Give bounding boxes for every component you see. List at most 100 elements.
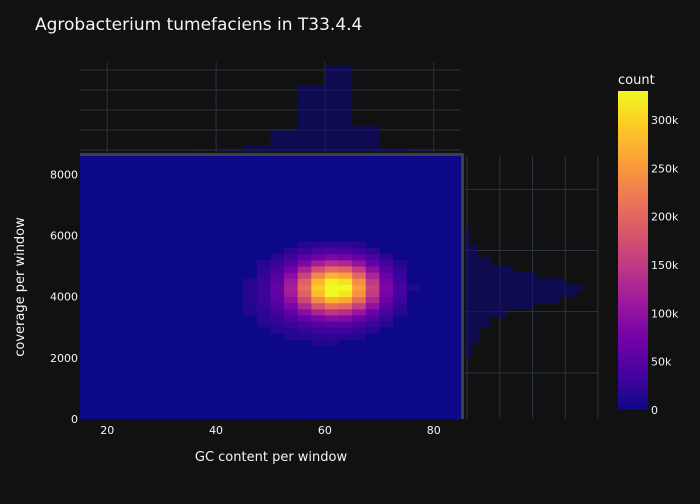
- y-tick-label: 6000: [50, 230, 78, 243]
- heatmap-cell: [256, 302, 271, 310]
- y-tick-label: 2000: [50, 352, 78, 365]
- heatmap-cell: [324, 302, 339, 310]
- x-tick-label: 60: [318, 424, 332, 437]
- heatmap-cell: [243, 302, 258, 310]
- heatmap-cell: [392, 266, 407, 273]
- top-marginal-histogram: [80, 62, 461, 152]
- heatmap-cell: [352, 290, 367, 298]
- heatmap-cell: [284, 296, 299, 304]
- heatmap-cell: [352, 333, 367, 340]
- heatmap-cell: [324, 272, 339, 279]
- heatmap-cell: [365, 266, 380, 273]
- heatmap-cell: [338, 321, 353, 328]
- heatmap-cell: [324, 241, 339, 249]
- heatmap-cell: [338, 296, 353, 304]
- heatmap-cell: [311, 278, 326, 285]
- heatmap-cell: [324, 339, 339, 347]
- top-hist-bar: [188, 151, 217, 152]
- heatmap-cell: [338, 272, 353, 279]
- heatmap-cell: [338, 302, 353, 310]
- heatmap-cell: [311, 284, 326, 291]
- heatmap-cell: [311, 272, 326, 279]
- heatmap-cell: [365, 321, 380, 328]
- x-tick-label: 40: [209, 424, 223, 437]
- colorbar-tick-label: 300k: [651, 114, 679, 127]
- right-hist-bar: [465, 284, 584, 291]
- heatmap-cell: [352, 327, 367, 334]
- heatmap-cell: [284, 290, 299, 298]
- y-tick-label: 8000: [50, 168, 78, 181]
- heatmap-cell: [243, 284, 258, 291]
- heatmap-cell: [297, 259, 312, 267]
- heatmap-cell: [297, 247, 312, 255]
- heatmap-cell: [270, 259, 285, 267]
- heatmap-cell: [338, 259, 353, 267]
- heatmap-cell: [365, 308, 380, 316]
- colorbar-tick-label: 100k: [651, 307, 679, 320]
- colorbar-tick-label: 250k: [651, 162, 679, 175]
- heatmap-cell: [338, 327, 353, 334]
- heatmap-cell: [297, 308, 312, 316]
- top-hist-bar: [324, 66, 353, 152]
- heatmap-cell: [392, 302, 407, 310]
- heatmap-cell: [284, 259, 299, 267]
- heatmap-cell: [338, 253, 353, 261]
- heatmap-cell: [297, 327, 312, 334]
- heatmap-cell: [352, 259, 367, 267]
- heatmap-cell: [324, 284, 339, 291]
- heatmap-cell: [324, 253, 339, 261]
- heatmap-cell: [392, 278, 407, 285]
- right-hist-bar: [465, 266, 513, 273]
- heatmap-cell: [256, 266, 271, 273]
- top-hist-bar: [406, 150, 434, 152]
- heatmap-cell: [284, 266, 299, 273]
- heatmap-cell: [311, 321, 326, 328]
- y-tick-label: 0: [71, 413, 78, 426]
- heatmap-cell: [379, 308, 394, 316]
- right-hist-bar: [465, 318, 489, 328]
- heatmap-cell: [284, 321, 299, 328]
- heatmap-cell: [311, 247, 326, 255]
- heatmap-cell: [270, 302, 285, 310]
- heatmap-cell: [311, 333, 326, 340]
- right-hist-bar: [465, 308, 507, 319]
- heatmap-cell: [379, 272, 394, 279]
- y-tick-label: 4000: [50, 291, 78, 304]
- heatmap-cell: [338, 241, 353, 249]
- heatmap-cell: [311, 302, 326, 310]
- right-hist-bar: [465, 229, 470, 245]
- heatmap-cell: [243, 308, 258, 316]
- heatmap-cell: [256, 272, 271, 279]
- heatmap-cell: [338, 290, 353, 298]
- heatmap-cell: [379, 302, 394, 310]
- heatmap-cell: [324, 296, 339, 304]
- heatmap-cell: [297, 315, 312, 322]
- heatmap-cell: [352, 315, 367, 322]
- heatmap-cell: [270, 278, 285, 285]
- heatmap-cell: [392, 296, 407, 304]
- heatmap-cell: [352, 272, 367, 279]
- heatmap-cell: [284, 302, 299, 310]
- heatmap-cell: [297, 296, 312, 304]
- heatmap-cell: [270, 315, 285, 322]
- top-hist-bar: [379, 148, 407, 152]
- heatmap-cell: [311, 241, 326, 249]
- chart-title: Agrobacterium tumefaciens in T33.4.4: [35, 15, 362, 35]
- heatmap-cell: [297, 266, 312, 273]
- heatmap-cell: [392, 290, 407, 298]
- heatmap-cell: [365, 315, 380, 322]
- heatmap-cell: [392, 259, 407, 267]
- heatmap-cell: [365, 253, 380, 261]
- heatmap-cell: [324, 278, 339, 285]
- heatmap-cell: [365, 247, 380, 255]
- heatmap-cell: [297, 272, 312, 279]
- heatmap-cell: [324, 333, 339, 340]
- x-tick-label: 80: [427, 424, 441, 437]
- heatmap-cell: [379, 290, 394, 298]
- heatmap-cell: [324, 247, 339, 255]
- heatmap-cell: [352, 241, 367, 249]
- heatmap-cell: [352, 321, 367, 328]
- heatmap-cell: [297, 333, 312, 340]
